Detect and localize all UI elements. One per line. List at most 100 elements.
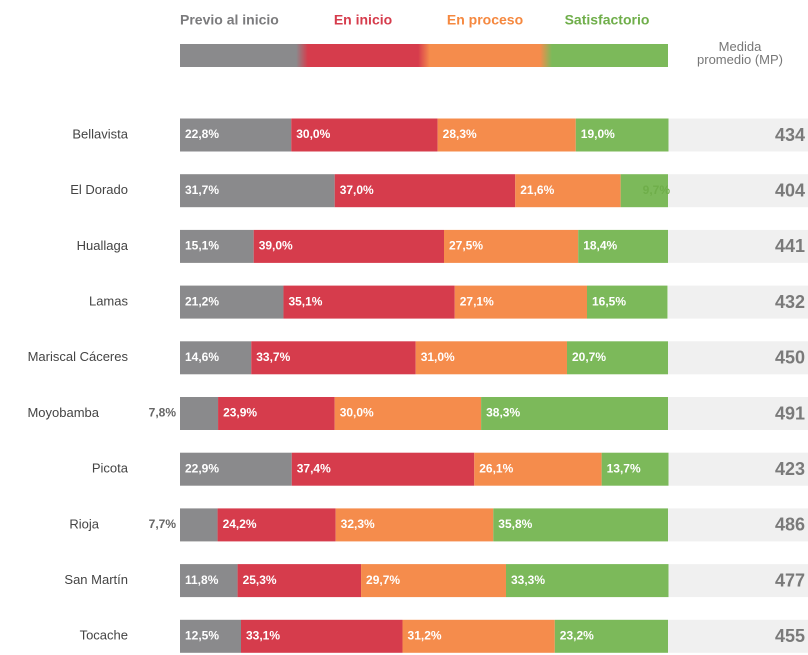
bar-segment <box>554 619 668 653</box>
bar-segment <box>180 285 284 319</box>
bar-segment <box>241 619 403 653</box>
value-label: 30,0% <box>340 406 374 420</box>
bar-segment <box>180 508 218 542</box>
value-label: 37,4% <box>297 461 331 475</box>
bar-segment <box>334 397 482 430</box>
bar-segment <box>444 229 579 263</box>
value-label: 21,6% <box>520 183 554 197</box>
category-label: San Martín <box>64 572 128 587</box>
bar-segment <box>566 341 668 375</box>
value-label: 13,7% <box>607 461 641 475</box>
value-label: 14,6% <box>185 350 219 364</box>
bar-segment <box>493 508 668 542</box>
legend-label: En inicio <box>334 12 392 28</box>
bar-segment <box>217 508 336 542</box>
mp-value: 491 <box>775 403 805 423</box>
mp-value: 432 <box>775 292 805 312</box>
mp-background <box>668 452 808 486</box>
bar-segment <box>505 564 669 598</box>
value-label: 33,1% <box>246 628 280 642</box>
mp-value: 455 <box>775 626 805 646</box>
mp-background <box>668 174 808 208</box>
mp-title: Medida promedio (MP) <box>697 39 783 67</box>
value-label: 16,5% <box>592 294 626 308</box>
value-label: 7,7% <box>149 517 177 531</box>
value-label: 15,1% <box>185 239 219 253</box>
value-label: 32,3% <box>341 517 375 531</box>
legend-label: Satisfactorio <box>565 12 650 28</box>
bar-segment <box>291 118 438 152</box>
bar-segment <box>575 118 669 152</box>
value-label: 31,2% <box>408 628 442 642</box>
value-label: 21,2% <box>185 294 219 308</box>
bar-segment <box>481 397 668 430</box>
bar-segment <box>437 118 576 152</box>
bar-segment <box>586 285 668 319</box>
mp-value: 486 <box>775 515 805 535</box>
value-label: 22,8% <box>185 127 219 141</box>
value-label: 38,3% <box>486 406 520 420</box>
category-label: Rioja <box>69 516 99 531</box>
category-label: Bellavista <box>72 126 128 141</box>
mp-value: 477 <box>775 570 805 590</box>
value-label: 33,3% <box>511 573 545 587</box>
value-label: 28,3% <box>443 127 477 141</box>
bar-segment <box>474 452 602 486</box>
category-label: Lamas <box>89 294 129 309</box>
bar-segment <box>180 397 219 430</box>
bar-segment <box>620 174 668 208</box>
value-label: 22,9% <box>185 461 219 475</box>
legend-bar <box>180 44 668 67</box>
value-label: 29,7% <box>366 573 400 587</box>
value-label: 12,5% <box>185 628 219 642</box>
value-label: 27,1% <box>460 294 494 308</box>
bar-segment <box>415 341 567 375</box>
mp-background <box>668 118 808 152</box>
category-label: Tocache <box>80 628 128 643</box>
bar-segment <box>180 452 292 486</box>
bar-segment <box>180 619 241 653</box>
value-label: 23,2% <box>560 628 594 642</box>
mp-value: 434 <box>775 125 805 145</box>
value-label: 31,0% <box>421 350 455 364</box>
value-label: 24,2% <box>223 517 257 531</box>
legend-label: En proceso <box>447 12 523 28</box>
value-label: 30,0% <box>296 127 330 141</box>
bar-segment <box>291 452 475 486</box>
mp-background <box>668 619 808 653</box>
bar-segment <box>180 564 238 598</box>
category-label: El Dorado <box>70 182 128 197</box>
category-label: Mariscal Cáceres <box>28 349 129 364</box>
bar-segment <box>253 229 445 263</box>
bar-segment <box>283 285 455 319</box>
mp-background <box>668 508 808 542</box>
value-label: 23,9% <box>223 406 257 420</box>
value-label: 33,7% <box>256 350 290 364</box>
legend-label: Previo al inicio <box>180 12 279 28</box>
value-label: 25,3% <box>243 573 277 587</box>
category-label: Moyobamba <box>27 405 99 420</box>
bar-segment <box>180 174 335 208</box>
bar-segment <box>578 229 668 263</box>
mp-background <box>668 397 808 430</box>
bar-segment <box>218 397 335 430</box>
category-label: Picota <box>92 461 129 476</box>
bar-segment <box>334 174 516 208</box>
mp-value: 404 <box>775 180 805 200</box>
value-label: 26,1% <box>479 461 513 475</box>
bar-segment <box>237 564 362 598</box>
bar-segment <box>180 118 292 152</box>
bar-segment <box>251 341 416 375</box>
value-label: 35,1% <box>288 294 322 308</box>
bar-segment <box>180 341 252 375</box>
mp-background <box>668 229 808 263</box>
value-label: 20,7% <box>572 350 606 364</box>
mp-background <box>668 564 808 598</box>
value-label: 9,7% <box>643 183 671 197</box>
bar-segment <box>402 619 555 653</box>
bar-segment <box>515 174 621 208</box>
mp-value: 441 <box>775 236 805 256</box>
value-label: 35,8% <box>498 517 532 531</box>
